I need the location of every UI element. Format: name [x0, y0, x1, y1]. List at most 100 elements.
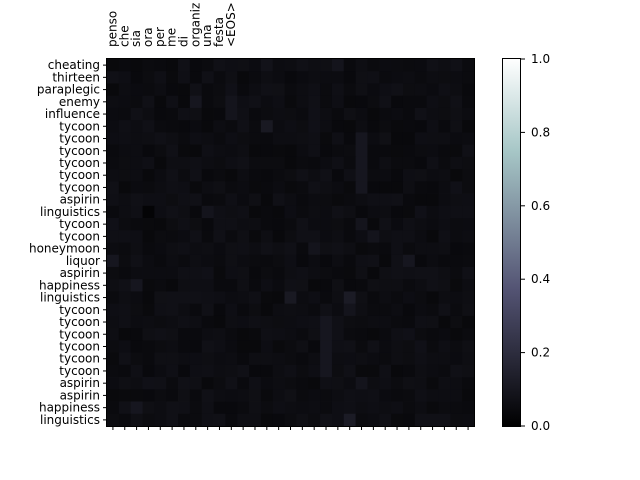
heatmap-cell: [344, 181, 356, 194]
heatmap-cell: [367, 96, 379, 109]
heatmap-cell: [427, 402, 439, 415]
heatmap-cell: [131, 145, 143, 158]
heatmap-cell: [450, 316, 462, 329]
heatmap-cell: [403, 389, 415, 402]
heatmap-cell: [214, 328, 226, 341]
heatmap-cell: [356, 243, 368, 256]
heatmap-cell: [415, 328, 427, 341]
heatmap-cell: [379, 157, 391, 170]
heatmap-cell: [403, 108, 415, 121]
heatmap-cell: [214, 59, 226, 72]
heatmap-cell: [131, 206, 143, 219]
heatmap-cell: [438, 108, 450, 121]
heatmap-cell: [107, 267, 119, 280]
heatmap-cell: [178, 181, 190, 194]
heatmap-cell: [119, 59, 131, 72]
heatmap-cell: [450, 157, 462, 170]
heatmap-cell: [131, 291, 143, 304]
heatmap-cell: [237, 218, 249, 231]
heatmap-cell: [261, 108, 273, 121]
heatmap-cell: [308, 365, 320, 378]
heatmap-cell: [190, 96, 202, 109]
heatmap-cell: [403, 304, 415, 317]
heatmap-cell: [190, 194, 202, 207]
heatmap-cell: [379, 328, 391, 341]
heatmap-cell: [320, 389, 332, 402]
colorbar-tick-label: 0.6: [531, 199, 550, 213]
heatmap-cell: [356, 304, 368, 317]
heatmap-cell: [285, 230, 297, 243]
heatmap-cell: [308, 120, 320, 133]
heatmap-cell: [190, 267, 202, 280]
heatmap-cell: [344, 169, 356, 182]
heatmap-cell: [379, 316, 391, 329]
heatmap-cell: [261, 255, 273, 268]
heatmap-cell: [143, 414, 155, 427]
heatmap-cell: [202, 328, 214, 341]
heatmap-cell: [202, 145, 214, 158]
heatmap-cell: [249, 291, 261, 304]
heatmap-cell: [450, 402, 462, 415]
heatmap-cell: [143, 402, 155, 415]
heatmap-cell: [214, 340, 226, 353]
heatmap-cell: [273, 328, 285, 341]
heatmap-cell: [367, 230, 379, 243]
heatmap-cell: [403, 243, 415, 256]
heatmap-cell: [285, 267, 297, 280]
heatmap-cell: [415, 83, 427, 96]
heatmap-cell: [237, 181, 249, 194]
heatmap-cell: [379, 108, 391, 121]
heatmap-cell: [285, 414, 297, 427]
heatmap-cell: [202, 389, 214, 402]
heatmap-cell: [427, 255, 439, 268]
heatmap-cell: [190, 279, 202, 292]
y-axis-ticks: cheatingthirteenparaplegicenemyinfluence…: [29, 58, 107, 427]
heatmap-cell: [296, 169, 308, 182]
heatmap-cell: [249, 96, 261, 109]
heatmap-cell: [261, 279, 273, 292]
heatmap-cell: [296, 316, 308, 329]
heatmap-cell: [344, 96, 356, 109]
heatmap-cell: [107, 243, 119, 256]
heatmap-cell: [143, 377, 155, 390]
heatmap-cell: [462, 59, 474, 72]
heatmap-cell: [273, 316, 285, 329]
heatmap-cell: [427, 279, 439, 292]
heatmap-cell: [462, 169, 474, 182]
heatmap-cell: [225, 340, 237, 353]
heatmap-cell: [214, 194, 226, 207]
heatmap-cell: [237, 316, 249, 329]
heatmap-cell: [131, 157, 143, 170]
heatmap-cell: [391, 132, 403, 145]
heatmap-cell: [285, 255, 297, 268]
heatmap-cell: [427, 353, 439, 366]
heatmap-cell: [202, 120, 214, 133]
heatmap-cell: [296, 353, 308, 366]
heatmap-cell: [415, 71, 427, 84]
heatmap-cell: [178, 71, 190, 84]
heatmap-cell: [261, 243, 273, 256]
heatmap-cell: [356, 267, 368, 280]
heatmap-cell: [332, 59, 344, 72]
heatmap-cell: [427, 71, 439, 84]
heatmap-cell: [225, 414, 237, 427]
heatmap-cell: [320, 108, 332, 121]
heatmap-cell: [415, 132, 427, 145]
heatmap-cell: [296, 194, 308, 207]
heatmap-cell: [450, 255, 462, 268]
heatmap-cell: [285, 132, 297, 145]
heatmap-cell: [403, 377, 415, 390]
heatmap-cell: [450, 365, 462, 378]
heatmap-cell: [237, 108, 249, 121]
heatmap-cell: [273, 59, 285, 72]
heatmap-cell: [214, 353, 226, 366]
heatmap-cell: [296, 243, 308, 256]
heatmap-cell: [202, 255, 214, 268]
heatmap-cell: [356, 194, 368, 207]
heatmap-cell: [154, 402, 166, 415]
heatmap-cell: [119, 157, 131, 170]
heatmap-cell: [403, 316, 415, 329]
heatmap-cell: [237, 157, 249, 170]
heatmap-cell: [332, 206, 344, 219]
heatmap-cell: [166, 377, 178, 390]
